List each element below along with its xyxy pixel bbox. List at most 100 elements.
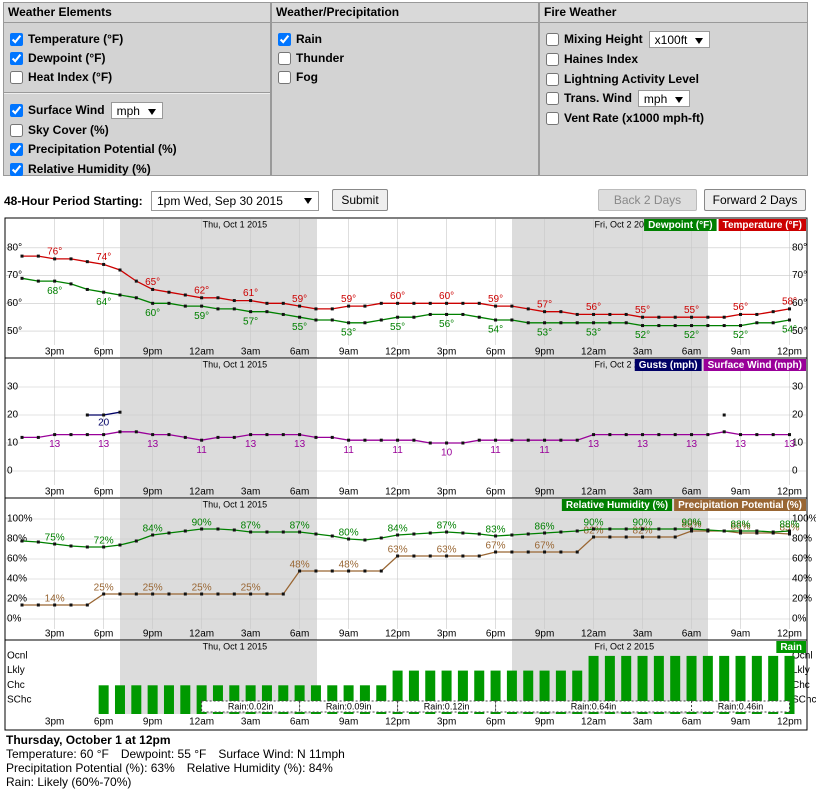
data-label: 13: [98, 439, 110, 450]
y-tick-label: 20: [7, 410, 19, 421]
date-label: Thu, Oct 1 2015: [203, 219, 268, 229]
x-tick-label: 12am: [189, 487, 214, 498]
details-title: Thursday, October 1 at 12pm: [6, 733, 171, 747]
dropdown[interactable]: mph: [110, 101, 163, 119]
submit-button[interactable]: Submit: [332, 189, 388, 211]
checkbox[interactable]: [10, 103, 23, 117]
x-tick-label: 9am: [731, 629, 750, 640]
data-point: [657, 527, 661, 531]
checkbox[interactable]: [278, 51, 291, 65]
checkbox[interactable]: [10, 51, 23, 65]
data-point: [592, 321, 596, 325]
y-level-label-right: Ocnl: [792, 651, 813, 662]
data-point: [232, 435, 236, 439]
bar: [294, 685, 305, 714]
data-point: [771, 433, 775, 437]
checkbox[interactable]: [10, 142, 23, 156]
data-label: 13: [735, 439, 747, 450]
legend-swatch: [718, 219, 806, 231]
data-point: [755, 531, 759, 535]
data-label: 83%: [486, 525, 506, 536]
x-tick-label: 3pm: [45, 347, 64, 358]
data-label: 55°: [635, 305, 650, 316]
data-label: 13: [49, 439, 61, 450]
data-label: 64°: [96, 297, 111, 308]
x-tick-label: 3am: [241, 347, 260, 358]
data-point: [543, 321, 547, 325]
dropdown[interactable]: mph: [637, 89, 691, 107]
data-point: [690, 527, 694, 531]
y-tick-label: 80%: [7, 534, 27, 545]
bar: [621, 655, 632, 714]
dropdown[interactable]: x100ft: [648, 30, 711, 48]
legend-swatch: [674, 499, 806, 511]
bar: [392, 670, 403, 714]
y-tick-label-right: 80%: [792, 534, 812, 545]
data-point: [36, 254, 40, 258]
data-point: [559, 530, 563, 534]
option-row: Fog: [278, 68, 318, 86]
y-tick-label-right: 60%: [792, 554, 812, 565]
data-point: [183, 304, 187, 308]
option-label: Relative Humidity (%): [28, 162, 151, 176]
data-point: [118, 592, 122, 596]
checkbox[interactable]: [278, 32, 291, 46]
data-label: 65°: [145, 277, 160, 288]
data-point: [20, 276, 24, 280]
checkbox[interactable]: [278, 70, 291, 84]
checkbox[interactable]: [546, 52, 559, 66]
series-line: [21, 528, 790, 548]
data-point: [265, 530, 269, 534]
data-point: [85, 603, 89, 607]
x-tick-label: 6pm: [94, 629, 113, 640]
data-label: 57°: [243, 316, 258, 327]
x-tick-label: 6am: [290, 487, 309, 498]
checkbox[interactable]: [546, 72, 559, 86]
checkbox[interactable]: [546, 91, 559, 105]
checkbox[interactable]: [10, 162, 23, 176]
x-tick-label: 3am: [633, 717, 652, 728]
y-tick-label: 80°: [7, 242, 22, 253]
bar: [425, 670, 436, 714]
series-line: [22, 255, 790, 318]
data-point: [412, 532, 416, 536]
data-point: [20, 435, 24, 439]
period-dropdown[interactable]: 1pm Wed, Sep 30 2015: [151, 191, 319, 211]
forward-button[interactable]: Forward 2 Days: [704, 189, 806, 211]
data-point: [461, 531, 465, 535]
data-label: 87%: [290, 521, 310, 532]
data-point: [657, 535, 661, 539]
form-column: Weather Elements Temperature (°F) Dewpoint…: [3, 2, 271, 176]
bar: [408, 670, 419, 714]
x-tick-label: 6pm: [486, 487, 505, 498]
bar: [768, 655, 779, 714]
checkbox[interactable]: [10, 32, 23, 46]
data-point: [281, 312, 285, 316]
checkbox[interactable]: [546, 32, 559, 46]
x-tick-label: 9pm: [535, 629, 554, 640]
data-point: [134, 296, 138, 300]
data-point: [85, 433, 89, 437]
data-point: [461, 301, 465, 305]
y-level-label-right: SChc: [792, 695, 816, 706]
checkbox[interactable]: [10, 70, 23, 84]
checkbox[interactable]: [10, 123, 23, 137]
data-point: [592, 535, 596, 539]
data-point: [216, 296, 220, 300]
x-tick-label: 12pm: [385, 717, 410, 728]
data-point: [739, 529, 743, 533]
x-tick-label: 9pm: [143, 347, 162, 358]
legend-swatch: [644, 219, 717, 231]
data-point: [183, 293, 187, 297]
data-point: [494, 550, 498, 554]
details-item: Relative Humidity (%): 84%: [186, 761, 333, 775]
data-label: 61°: [243, 288, 258, 299]
data-label: 25%: [241, 583, 261, 594]
data-label: 68°: [47, 286, 62, 297]
checkbox[interactable]: [546, 111, 559, 125]
meteogram: 3pm 6pm 9pm 12am 3am 6am 9am 12pm 3pm 6pm 9pm 12am 3…: [4, 217, 816, 731]
data-point: [379, 301, 383, 305]
data-label: 90%: [584, 518, 604, 529]
data-point: [85, 287, 89, 291]
data-label: 87%: [437, 521, 457, 532]
